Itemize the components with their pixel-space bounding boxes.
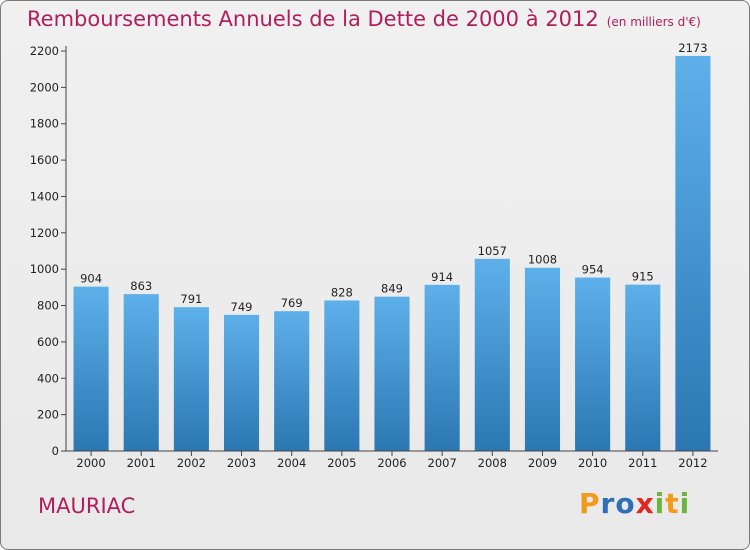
bar-2008 [474,258,510,451]
y-tick-label: 1400 [30,189,59,203]
y-tick-label: 600 [37,335,59,349]
logo-letter: x [635,487,655,520]
x-tick-label-2006: 2006 [377,456,406,470]
bar-2000 [73,286,109,451]
data-label-2010: 954 [582,263,604,277]
logo-letter: r [600,487,616,520]
logo-letter: o [615,487,636,520]
logo-letter: P [579,487,601,520]
bar-2010 [575,277,611,451]
data-label-2012: 2173 [678,41,707,55]
proxiti-logo: Proxiti [579,487,690,520]
data-label-2011: 915 [632,270,654,284]
y-tick-label: 200 [37,408,59,422]
y-tick-label: 0 [52,444,59,458]
place-name: MAURIAC [38,494,136,518]
bar-2011 [625,284,661,451]
x-tick-label-2007: 2007 [428,456,457,470]
logo-letter: i [654,487,666,520]
data-label-2002: 791 [180,292,202,306]
data-label-2004: 769 [281,296,303,310]
data-label-2009: 1008 [528,253,557,267]
bar-2012 [675,55,711,452]
x-axis: 2000 2001 2002 2003 2004 2005 2006 2007 2008 2009… [66,450,718,470]
logo-letter: t [665,487,680,520]
data-label-2005: 828 [331,285,353,299]
data-label-2007: 914 [431,270,453,284]
y-tick-label: 1800 [30,117,59,131]
x-tick-label-2003: 2003 [227,456,256,470]
bars-group: 904 863 791 749 769 828 849 914 1057 1008 954 915 21… [73,41,711,452]
data-label-2000: 904 [80,272,102,286]
y-tick-label: 1000 [30,262,59,276]
data-label-2006: 849 [381,282,403,296]
x-tick-label-2000: 2000 [76,456,105,470]
bar-2007 [424,284,460,451]
x-tick-label-2010: 2010 [578,456,607,470]
bar-2002 [173,307,209,451]
x-tick-label-2002: 2002 [177,456,206,470]
x-tick-label-2004: 2004 [277,456,306,470]
y-tick-label: 1200 [30,226,59,240]
bar-2001 [123,294,159,451]
x-tick-label-2012: 2012 [678,456,707,470]
data-label-2003: 749 [231,300,253,314]
bar-2009 [524,267,561,451]
chart-title-main: Remboursements Annuels de la Dette de 20… [27,7,599,31]
y-axis: 0 200 400 600 800 1000 1200 1400 1600 1800 2000 220… [30,44,67,458]
bar-2006 [374,296,410,451]
chart-title: Remboursements Annuels de la Dette de 20… [27,7,701,31]
y-tick-label: 2200 [30,44,59,58]
x-tick-label-2005: 2005 [327,456,356,470]
y-tick-label: 400 [37,371,59,385]
data-label-2008: 1057 [478,244,507,258]
data-label-2001: 863 [130,279,152,293]
bar-2005 [324,300,360,451]
x-tick-label-2008: 2008 [478,456,507,470]
logo-letter: i [679,487,691,520]
y-tick-label: 800 [37,299,59,313]
bar-2004 [274,311,310,451]
y-tick-label: 1600 [30,153,59,167]
chart-title-unit: (en milliers d'€) [606,15,701,29]
y-tick-label: 2000 [30,80,59,94]
x-tick-label-2011: 2011 [628,456,657,470]
x-tick-label-2001: 2001 [127,456,156,470]
x-tick-label-2009: 2009 [528,456,557,470]
bar-2003 [223,314,260,451]
